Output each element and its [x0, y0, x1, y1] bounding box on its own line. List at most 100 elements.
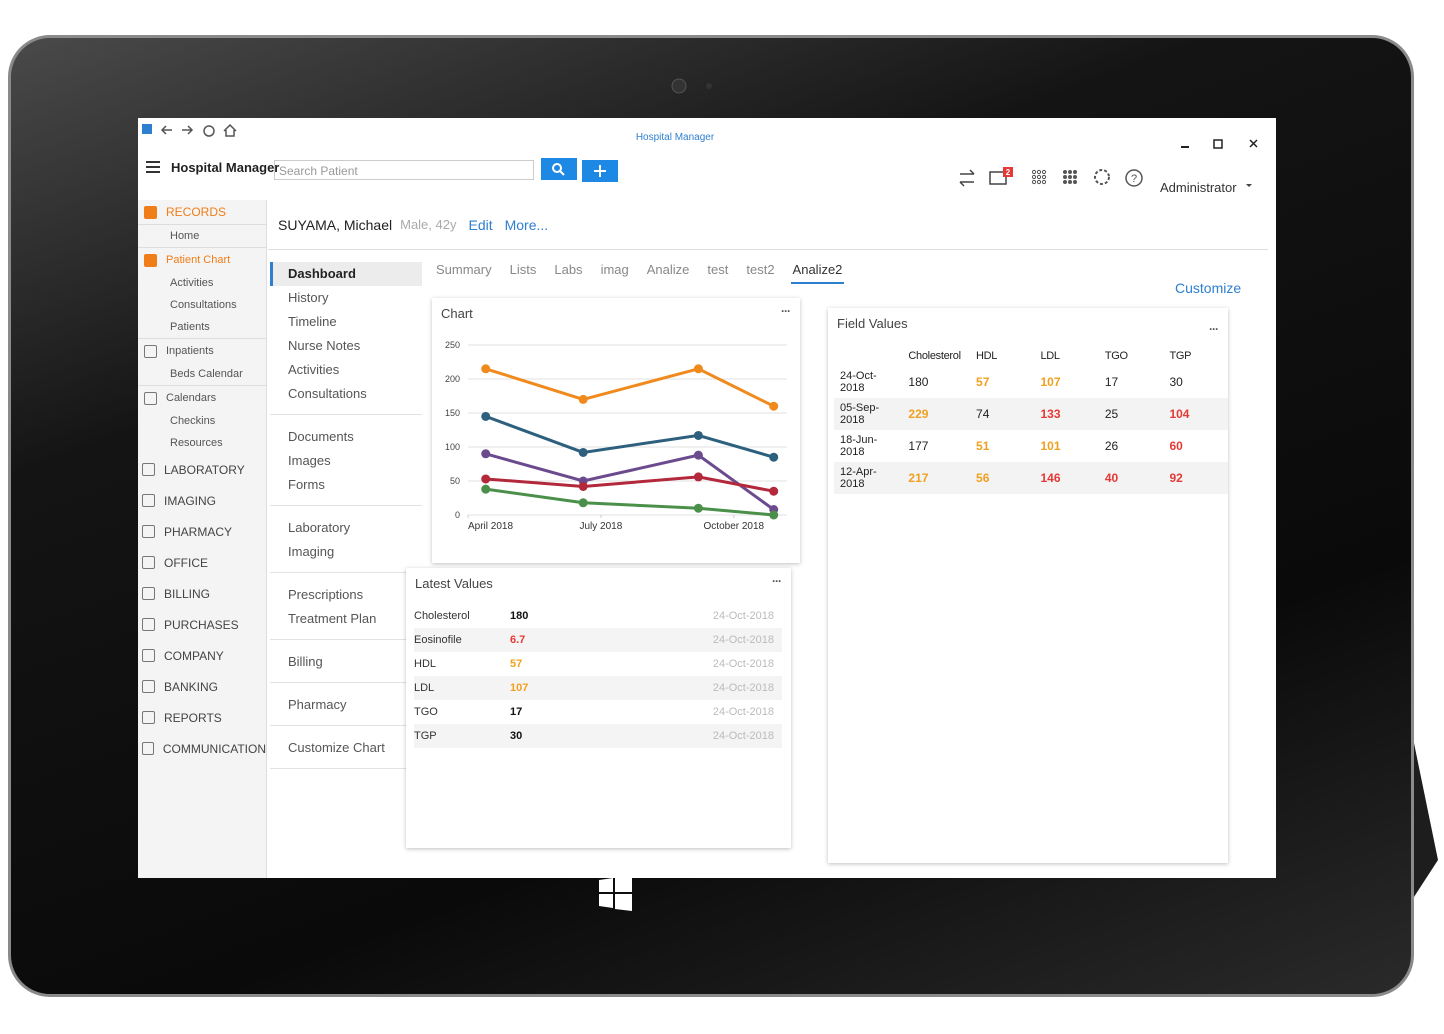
- sidebar-item[interactable]: OFFICE: [138, 547, 266, 578]
- nav-item[interactable]: Prescriptions: [288, 587, 364, 602]
- x-tick-label: July 2018: [580, 521, 623, 532]
- data-point: [578, 394, 588, 404]
- sidebar-item[interactable]: COMMUNICATION: [138, 733, 266, 764]
- data-point: [693, 364, 703, 374]
- user-menu-caret[interactable]: [1246, 184, 1252, 187]
- minimize-button[interactable]: [1181, 146, 1189, 148]
- field-date: 12-Apr-2018: [834, 462, 903, 494]
- nav-item[interactable]: Imaging: [288, 544, 335, 559]
- y-tick-label: 250: [445, 340, 460, 350]
- sidebar-item[interactable]: COMPANY: [138, 640, 266, 671]
- field-value: 25: [1098, 398, 1164, 430]
- data-point: [578, 481, 588, 491]
- windows-logo[interactable]: [599, 876, 632, 911]
- switch-icon[interactable]: [959, 169, 975, 187]
- badge: [1003, 167, 1013, 177]
- messages-icon[interactable]: [989, 171, 1007, 185]
- settings-icon[interactable]: [1094, 169, 1110, 185]
- sidebar-item[interactable]: Resources: [138, 432, 266, 454]
- tab[interactable]: Lists: [509, 262, 537, 277]
- nav-item[interactable]: Treatment Plan: [288, 611, 377, 626]
- sidebar-item[interactable]: PHARMACY: [138, 516, 266, 547]
- sidebar-label: BANKING: [164, 679, 219, 694]
- sidebar-item[interactable]: LABORATORY: [138, 454, 266, 485]
- data-point: [769, 452, 779, 462]
- sidebar-label: Calendars: [166, 392, 217, 404]
- nav-item[interactable]: Customize Chart: [288, 740, 385, 755]
- nav-item[interactable]: Nurse Notes: [288, 338, 361, 353]
- fields-title: Field Values: [837, 316, 908, 331]
- patient-nav: Dashboard History Timeline Nurse Notes Activ…: [270, 258, 422, 775]
- customize-link[interactable]: Customize: [1175, 280, 1242, 296]
- sidebar-item[interactable]: Calendars: [138, 385, 266, 410]
- nav-item[interactable]: Dashboard: [270, 262, 422, 286]
- sidebar-item[interactable]: BILLING: [138, 578, 266, 609]
- sidebar-item[interactable]: REPORTS: [138, 702, 266, 733]
- menu-button[interactable]: [146, 161, 160, 173]
- patient-action[interactable]: Edit: [468, 216, 493, 233]
- nav-item[interactable]: Timeline: [288, 314, 337, 329]
- back-button[interactable]: [160, 125, 172, 135]
- nav-item[interactable]: Billing: [288, 654, 323, 669]
- panel-menu[interactable]: ···: [772, 574, 782, 588]
- forward-button[interactable]: [182, 125, 194, 135]
- field-value: 17: [1104, 375, 1119, 389]
- search-button[interactable]: [541, 158, 577, 180]
- nav-item[interactable]: Documents: [288, 429, 354, 444]
- badge-count: 2: [1006, 168, 1011, 177]
- tab[interactable]: test: [707, 262, 729, 277]
- nav-item[interactable]: History: [288, 290, 329, 305]
- field-value: 30: [1169, 375, 1183, 389]
- sidebar-item[interactable]: PURCHASES: [138, 609, 266, 640]
- nav-item[interactable]: Laboratory: [288, 520, 351, 535]
- latest-name: LDL: [414, 682, 435, 694]
- nav-item[interactable]: Activities: [288, 362, 340, 377]
- help-icon[interactable]: [1125, 169, 1143, 187]
- latest-name: Eosinofile: [414, 634, 462, 646]
- refresh-button[interactable]: [203, 125, 215, 137]
- apps-icon[interactable]: [1063, 170, 1077, 184]
- field-row: 24-Oct-2018 180 57 107 17 30: [834, 366, 1228, 398]
- column-header: Cholesterol: [908, 350, 961, 362]
- sidebar-item[interactable]: Patient Chart: [138, 247, 266, 272]
- maximize-button[interactable]: [1213, 139, 1223, 149]
- latest-date: 24-Oct-2018: [712, 706, 774, 718]
- nav-item[interactable]: Consultations: [288, 386, 367, 401]
- tab[interactable]: Analize2: [790, 260, 845, 284]
- user-name[interactable]: Administrator: [1160, 180, 1237, 195]
- sidebar-item[interactable]: Activities: [138, 272, 266, 294]
- sidebar-item[interactable]: Checkins: [138, 410, 266, 432]
- apps-outline-icon[interactable]: [1031, 169, 1047, 185]
- sidebar-item[interactable]: Consultations: [138, 294, 266, 316]
- tab[interactable]: test2: [746, 262, 775, 277]
- sidebar-item[interactable]: Inpatients: [138, 338, 266, 363]
- sidebar-item[interactable]: RECORDS: [138, 200, 266, 225]
- data-point: [693, 430, 703, 440]
- home-button[interactable]: [223, 123, 237, 137]
- sidebar-item[interactable]: IMAGING: [138, 485, 266, 516]
- sidebar-label: IMAGING: [164, 493, 217, 508]
- nav-group: Prescriptions Treatment Plan: [270, 579, 422, 640]
- tab[interactable]: imag: [600, 262, 629, 277]
- panel-menu[interactable]: ···: [781, 304, 791, 318]
- column-header: TGP: [1169, 350, 1192, 362]
- nav-item[interactable]: Forms: [288, 477, 325, 492]
- sidebar-item[interactable]: Home: [138, 225, 266, 247]
- latest-date: 24-Oct-2018: [712, 682, 774, 694]
- sidebar-item[interactable]: Beds Calendar: [138, 363, 266, 385]
- close-button[interactable]: [1249, 139, 1258, 148]
- tab[interactable]: Labs: [554, 262, 583, 277]
- search-input[interactable]: Search Patient: [274, 160, 534, 180]
- sidebar-icon: [144, 391, 157, 405]
- sidebar-item[interactable]: BANKING: [138, 671, 266, 702]
- tab[interactable]: Analize: [646, 262, 690, 277]
- nav-item[interactable]: Images: [288, 453, 331, 468]
- toolbar: 2 ? Hospital Manager Search Patient Admi…: [138, 150, 1276, 200]
- panel-menu[interactable]: ···: [1209, 322, 1219, 336]
- sidebar-item[interactable]: Patients: [138, 316, 266, 338]
- data-point: [769, 486, 779, 496]
- tab[interactable]: Summary: [436, 262, 492, 277]
- data-point: [578, 447, 588, 457]
- patient-action[interactable]: More...: [504, 216, 549, 233]
- nav-item[interactable]: Pharmacy: [288, 697, 347, 712]
